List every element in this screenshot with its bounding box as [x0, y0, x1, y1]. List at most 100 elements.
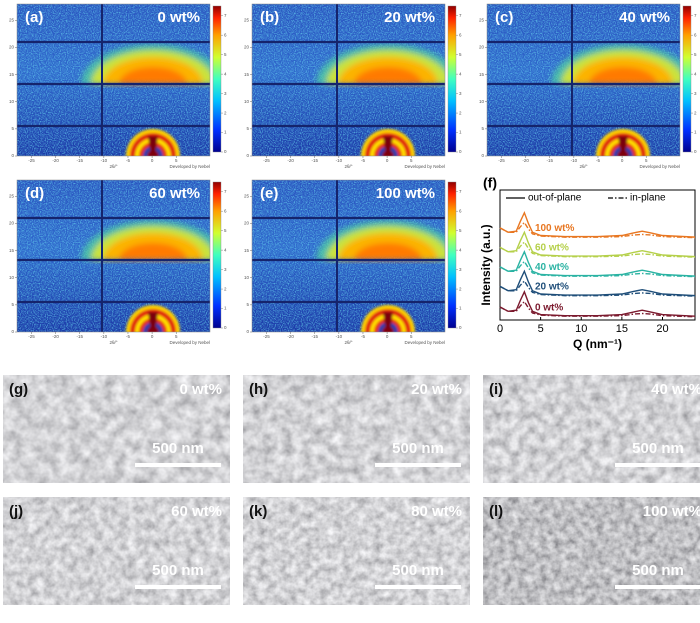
composition-label: 20 wt% [411, 381, 462, 398]
colorbar-tick-label: 1 [224, 306, 227, 311]
colorbar [447, 181, 457, 329]
colorbar [212, 181, 222, 329]
panel-label: (l) [489, 503, 503, 520]
colorbar-tick-label: 7 [459, 13, 462, 18]
x-tick-label: -5 [126, 158, 130, 163]
image-frame [16, 179, 211, 333]
x-tick-label: -15 [311, 158, 318, 163]
scale-bar-label: 500 nm [632, 562, 684, 579]
scale-bar [375, 585, 461, 589]
image-frame [251, 179, 446, 333]
y-tick-label: 25 [9, 17, 15, 22]
y-tick-label: 15 [9, 72, 15, 77]
tem-panel: (l) 100 wt% 500 nm [483, 497, 700, 605]
y-tick-label: 20 [479, 45, 485, 50]
y-tick-label: 0 [11, 153, 14, 158]
beam-stop [126, 129, 180, 156]
arc-layer [354, 243, 422, 260]
x-tick-label: 5 [645, 158, 648, 163]
y-tick-label: 5 [246, 302, 249, 307]
series-label: 60 wt% [535, 243, 569, 254]
colorbar-tick-label: 2 [224, 286, 227, 291]
colorbar [682, 5, 692, 153]
x-tick-label: -15 [76, 158, 83, 163]
x-axis-label: Q (nm⁻¹) [573, 337, 622, 351]
x-axis-label: 2θ/° [109, 340, 117, 345]
scattering-arc [81, 44, 210, 84]
composition-label: 0 wt% [179, 381, 222, 398]
x-tick-label: -5 [126, 334, 130, 339]
x-tick-label: -5 [361, 334, 365, 339]
y-tick-label: 25 [244, 17, 250, 22]
colorbar-tick-label: 3 [459, 91, 462, 96]
in-plane-line [499, 260, 696, 278]
colorbar-tick-label: 1 [459, 130, 462, 135]
y-tick-label: 25 [9, 193, 15, 198]
colorbar-tick-label: 4 [459, 247, 462, 252]
y-tick-label: 0 [11, 329, 14, 334]
beam-center [383, 136, 393, 156]
x-tick-label: -5 [596, 158, 600, 163]
panel-label: (b) [260, 9, 279, 26]
in-plane-line [499, 279, 696, 297]
x-tick-label: -10 [336, 158, 343, 163]
y-tick-label: 15 [9, 248, 15, 253]
beam-center [148, 312, 158, 332]
colorbar-tick-label: 7 [459, 189, 462, 194]
colorbar-tick-label: 5 [459, 52, 462, 57]
colorbar-tick-label: 3 [694, 91, 697, 96]
tem-panel: (h) 20 wt% 500 nm [243, 375, 470, 483]
scale-bar [135, 463, 221, 467]
y-tick-label: 10 [9, 275, 15, 280]
beam-center [383, 312, 393, 332]
x-tick-label: -10 [101, 158, 108, 163]
colorbar-tick-label: 2 [459, 110, 462, 115]
x-axis-label: 2θ/° [344, 164, 352, 169]
arc-layer [119, 67, 187, 84]
legend-label: in-plane [630, 193, 666, 204]
software-credit: Developed by Nebel [169, 164, 210, 169]
x-tick-label: -20 [522, 158, 529, 163]
scale-bar-label: 500 nm [392, 562, 444, 579]
y-tick-label: 10 [244, 99, 250, 104]
scale-bar [615, 585, 700, 589]
x-tick-label: -20 [52, 158, 59, 163]
series-label: 40 wt% [535, 262, 569, 273]
x-tick-label: -10 [336, 334, 343, 339]
beam-stop [126, 305, 180, 332]
panel-label: (g) [9, 381, 28, 398]
colorbar-tick-label: 4 [459, 71, 462, 76]
panel-label: (k) [249, 503, 267, 520]
x-tick-label: -15 [76, 334, 83, 339]
in-plane-line [499, 300, 696, 318]
x-tick-label: -15 [546, 158, 553, 163]
giwaxs-image [252, 4, 445, 156]
panel-label: (i) [489, 381, 503, 398]
x-axis-label: 2θ/° [579, 164, 587, 169]
colorbar-tick-label: 0 [694, 149, 697, 154]
scattering-arc [316, 220, 445, 260]
composition-label: 100 wt% [643, 503, 700, 520]
composition-label: 40 wt% [651, 381, 700, 398]
y-tick-label: 15 [244, 248, 250, 253]
y-tick-label: 25 [244, 193, 250, 198]
y-tick-label: 10 [9, 99, 15, 104]
colorbar-tick-label: 5 [459, 228, 462, 233]
y-tick-label: 15 [244, 72, 250, 77]
colorbar-tick-label: 3 [224, 91, 227, 96]
x-tick-label: 5 [410, 158, 413, 163]
x-tick-label: -5 [361, 158, 365, 163]
colorbar-tick-label: 4 [224, 71, 227, 76]
giwaxs-image [17, 4, 210, 156]
x-tick-label: 15 [616, 323, 628, 335]
x-tick-label: -20 [287, 334, 294, 339]
x-tick-label: 0 [151, 334, 154, 339]
composition-label: 80 wt% [411, 503, 462, 520]
series-label: 0 wt% [535, 302, 563, 313]
panel-label: (a) [25, 9, 43, 26]
x-tick-label: -20 [52, 334, 59, 339]
x-tick-label: -10 [101, 334, 108, 339]
